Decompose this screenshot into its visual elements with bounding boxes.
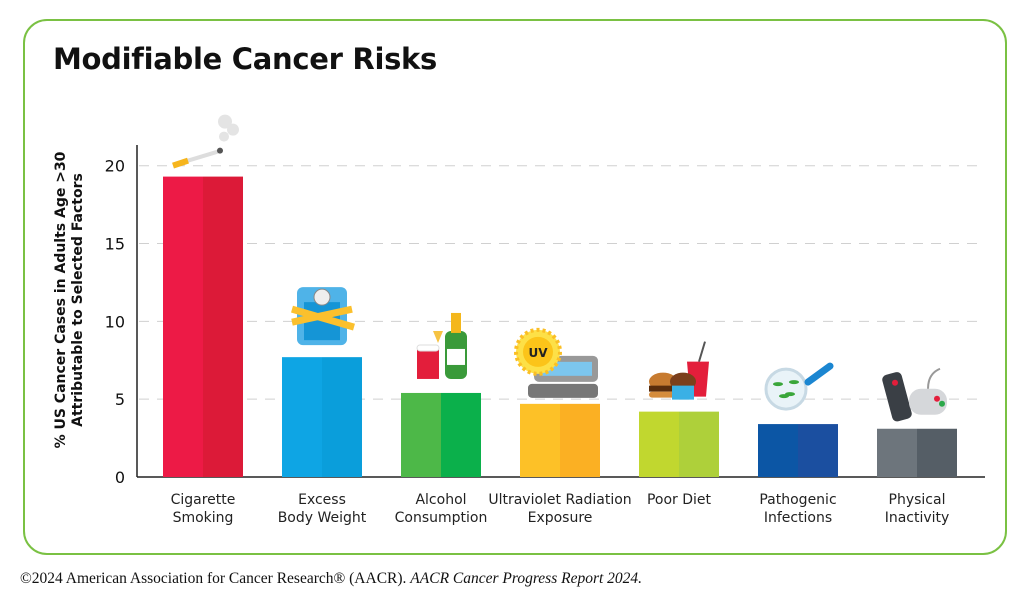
petri-dish (764, 367, 808, 411)
remote (882, 372, 912, 422)
bacterium (789, 380, 799, 385)
footer-copyright: ©2024 American Association for Cancer Re… (20, 570, 407, 587)
bar-right-half (679, 411, 719, 477)
y-tick-label: 10 (105, 312, 125, 331)
footer-report-title: AACR Cancer Progress Report 2024. (410, 570, 643, 587)
bar-1 (163, 176, 243, 477)
bar-6 (758, 424, 838, 477)
chart-title: Modifiable Cancer Risks (53, 42, 438, 76)
smoke-puff (219, 131, 229, 142)
gamepad-cable (927, 367, 941, 389)
x-tick-label-line: Exposure (527, 510, 593, 526)
x-tick-label: Physical Inactivity (842, 491, 992, 527)
gamepad-button (939, 400, 945, 407)
bar-left-half (758, 424, 798, 477)
champagne-glass (433, 330, 443, 343)
uv-label: UV (528, 346, 548, 360)
bar-right-half (560, 403, 600, 477)
x-tick-label-line: Inactivity (884, 510, 950, 526)
straw (698, 341, 706, 362)
bar-2 (282, 357, 362, 477)
bar-right-half (322, 357, 362, 477)
sun-core (523, 336, 553, 367)
bar-7 (877, 428, 957, 477)
beer-champagne-icon (416, 312, 467, 379)
x-tick-label: Cigarette Smoking (128, 491, 278, 527)
x-tick-label-line: Physical (888, 492, 946, 508)
bar-right-half (441, 392, 481, 477)
burger-bottom (649, 391, 677, 398)
x-tick-label-line: Alcohol (415, 492, 467, 508)
bottle-label (447, 348, 465, 365)
cigarette-filter (172, 157, 189, 169)
remote-gamepad-icon (882, 367, 947, 422)
x-tick-label-line: Ultraviolet Radiation (488, 492, 632, 508)
bar-right-half (798, 424, 838, 477)
x-tick-label-line: Smoking (172, 510, 234, 526)
bacterium (779, 394, 789, 399)
x-tick-label-line: Body Weight (277, 510, 367, 526)
bar-left-half (282, 357, 322, 477)
y-tick-label: 0 (115, 468, 125, 487)
bar-3 (401, 392, 481, 477)
cupcake-base (672, 385, 694, 400)
x-tick-label-line: Pathogenic (759, 492, 837, 508)
bar-left-half (401, 392, 441, 477)
bar-5 (639, 411, 719, 477)
beer-foam (416, 344, 440, 352)
gamepad-button (934, 395, 940, 402)
gamepad (909, 388, 947, 415)
chart-frame (23, 19, 1007, 555)
tape (291, 305, 353, 326)
x-tick-label-line: Excess (298, 492, 346, 508)
tanning-bed-base (528, 383, 598, 398)
bar-left-half (520, 403, 560, 477)
bar-right-half (203, 176, 243, 477)
bar-left-half (639, 411, 679, 477)
bottle-foil (451, 312, 461, 333)
x-tick-label-line: Cigarette (170, 492, 236, 508)
burger-drink-cupcake-icon (649, 341, 709, 400)
x-tick-label-line: Infections (763, 510, 833, 526)
bacterium (773, 382, 783, 387)
x-tick-label-line: Poor Diet (646, 492, 712, 508)
y-tick-label: 15 (105, 235, 125, 254)
scale-dial (313, 288, 331, 306)
uv-tanning-bed-icon: UV (514, 327, 598, 398)
smoke-puff (218, 114, 232, 129)
x-tick-label: Poor Diet (604, 491, 754, 509)
bar-left-half (877, 428, 917, 477)
scale-tape-icon (291, 287, 355, 346)
remote-button (892, 379, 898, 386)
x-tick-label: Alcohol Consumption (366, 491, 516, 527)
cigarette-icon (172, 114, 239, 169)
bar-left-half (163, 176, 203, 477)
x-tick-label: Ultraviolet Radiation Exposure (485, 491, 635, 527)
burger-patty (649, 385, 677, 392)
x-tick-label-line: Consumption (394, 510, 488, 526)
x-tick-label: Pathogenic Infections (723, 491, 873, 527)
beer-mug (417, 348, 439, 379)
y-tick-label: 20 (105, 157, 125, 176)
smoke-puff (227, 123, 239, 136)
pipette (804, 362, 834, 386)
bar-4 (520, 403, 600, 477)
x-tick-label: Excess Body Weight (247, 491, 397, 527)
petri-dish-icon (764, 362, 834, 411)
cigarette-tip (217, 147, 223, 154)
bar-right-half (917, 428, 957, 477)
footer-credit: ©2024 American Association for Cancer Re… (20, 570, 642, 588)
y-tick-label: 5 (115, 390, 125, 409)
